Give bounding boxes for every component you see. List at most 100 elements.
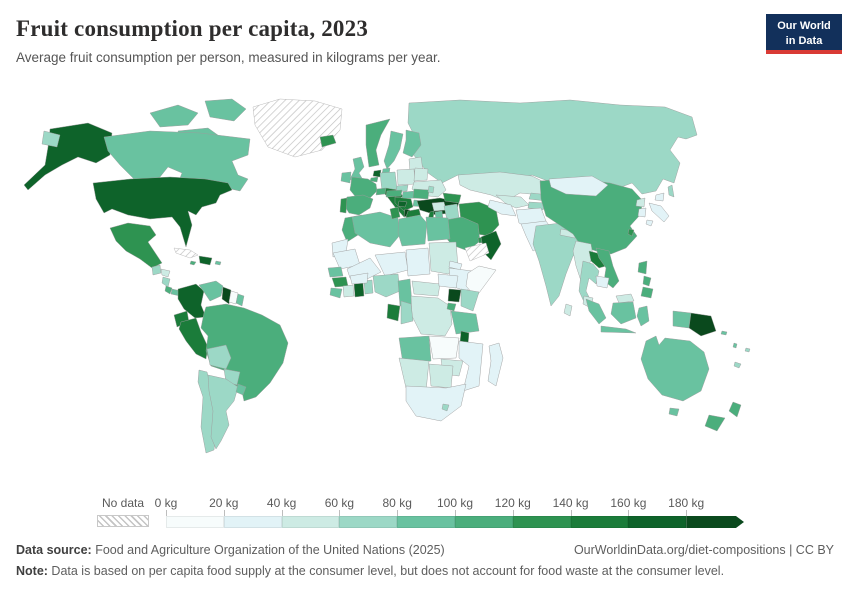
- country-germany[interactable]: [379, 171, 398, 192]
- country-canada-arctic[interactable]: [204, 98, 247, 122]
- country-indonesia-borneo[interactable]: [610, 301, 637, 325]
- country-portugal[interactable]: [339, 197, 348, 214]
- country-drc[interactable]: [410, 295, 453, 337]
- legend-no-data[interactable]: No data: [97, 496, 149, 527]
- country-finland[interactable]: [402, 129, 422, 158]
- country-suriname[interactable]: [228, 290, 239, 305]
- no-data-swatch[interactable]: [97, 515, 149, 527]
- country-vanuatu[interactable]: [732, 342, 738, 349]
- country-central-african-republic[interactable]: [411, 280, 441, 297]
- legend-segment[interactable]: [397, 516, 455, 528]
- country-chukotka[interactable]: [41, 130, 61, 148]
- country-gabon[interactable]: [386, 303, 401, 322]
- country-french-guiana[interactable]: [235, 293, 245, 307]
- country-mongolia[interactable]: [548, 175, 609, 197]
- country-kenya[interactable]: [460, 288, 480, 312]
- country-namibia[interactable]: [398, 357, 430, 392]
- country-zambia[interactable]: [428, 335, 460, 360]
- country-chad[interactable]: [405, 247, 431, 277]
- country-south-korea[interactable]: [637, 207, 647, 218]
- country-ivory-coast[interactable]: [342, 284, 355, 298]
- country-lesotho[interactable]: [441, 403, 450, 412]
- country-usa[interactable]: [92, 176, 233, 248]
- country-cameroon[interactable]: [397, 278, 413, 307]
- legend-segment[interactable]: [166, 516, 224, 528]
- country-puerto-rico[interactable]: [214, 260, 222, 266]
- country-mozambique[interactable]: [458, 340, 484, 392]
- country-japan[interactable]: [648, 202, 670, 223]
- country-costa-rica[interactable]: [164, 285, 173, 295]
- country-canada-arctic[interactable]: [149, 104, 199, 128]
- country-belgium[interactable]: [369, 176, 379, 183]
- country-iceland[interactable]: [319, 134, 337, 148]
- country-angola[interactable]: [398, 335, 432, 365]
- country-guinea[interactable]: [331, 276, 349, 288]
- legend-segment[interactable]: [628, 516, 687, 528]
- legend-segment[interactable]: [570, 516, 629, 528]
- country-new-caledonia[interactable]: [733, 361, 742, 369]
- country-egypt[interactable]: [425, 216, 451, 242]
- country-sweden[interactable]: [383, 130, 404, 170]
- country-switzerland[interactable]: [375, 187, 387, 196]
- country-somalia[interactable]: [465, 265, 497, 298]
- country-caucasus[interactable]: [442, 192, 462, 204]
- country-mexico[interactable]: [109, 222, 163, 269]
- legend-segment[interactable]: [281, 516, 340, 528]
- country-new-zealand[interactable]: [728, 401, 742, 418]
- country-indonesia-papua[interactable]: [672, 310, 692, 329]
- country-sri-lanka[interactable]: [563, 303, 573, 317]
- country-botswana[interactable]: [428, 363, 454, 389]
- country-cuba[interactable]: [173, 247, 199, 259]
- country-sakhalin[interactable]: [667, 184, 675, 198]
- country-senegal[interactable]: [327, 266, 344, 278]
- country-uzbekistan[interactable]: [495, 194, 530, 209]
- country-australia-tasmania[interactable]: [668, 407, 680, 417]
- legend-segment[interactable]: [512, 516, 571, 528]
- country-cambodia[interactable]: [595, 275, 610, 289]
- country-austria[interactable]: [385, 189, 403, 198]
- country-iraq[interactable]: [443, 203, 460, 221]
- country-alaska[interactable]: [23, 122, 113, 191]
- country-hispaniola[interactable]: [198, 255, 213, 266]
- country-australia[interactable]: [640, 335, 710, 402]
- country-indonesia-sumatra[interactable]: [585, 298, 607, 325]
- country-tanzania[interactable]: [450, 310, 480, 335]
- country-togo-benin[interactable]: [363, 279, 374, 295]
- country-norway[interactable]: [365, 118, 391, 168]
- country-congo[interactable]: [400, 300, 414, 325]
- country-philippines[interactable]: [637, 260, 648, 275]
- country-russia[interactable]: [407, 99, 698, 195]
- country-sierra-leone[interactable]: [329, 287, 343, 299]
- country-indonesia-sulawesi[interactable]: [636, 305, 650, 327]
- country-yemen[interactable]: [464, 242, 490, 262]
- country-moldova[interactable]: [427, 185, 435, 194]
- country-kazakhstan[interactable]: [457, 171, 547, 202]
- country-france[interactable]: [349, 176, 378, 202]
- legend-segment[interactable]: [339, 516, 398, 528]
- country-thailand[interactable]: [578, 260, 600, 305]
- country-jamaica[interactable]: [189, 260, 197, 266]
- country-guyana[interactable]: [221, 286, 232, 305]
- country-uruguay[interactable]: [235, 383, 247, 396]
- country-brazil[interactable]: [200, 303, 289, 402]
- country-algeria[interactable]: [351, 211, 401, 248]
- country-netherlands[interactable]: [372, 169, 382, 178]
- country-romania[interactable]: [412, 188, 430, 200]
- country-papua-new-guinea[interactable]: [688, 312, 717, 337]
- country-nicaragua[interactable]: [161, 276, 171, 288]
- country-peru[interactable]: [178, 317, 209, 360]
- country-spain[interactable]: [343, 194, 374, 216]
- country-bolivia[interactable]: [206, 344, 232, 370]
- legend-segment[interactable]: [454, 516, 513, 528]
- country-new-zealand[interactable]: [704, 414, 726, 432]
- country-uganda[interactable]: [447, 288, 462, 303]
- country-madagascar[interactable]: [487, 342, 504, 387]
- country-ghana[interactable]: [353, 282, 365, 298]
- country-argentina[interactable]: [207, 374, 239, 450]
- country-honduras[interactable]: [160, 268, 171, 278]
- legend-segment[interactable]: [686, 516, 744, 528]
- country-ireland[interactable]: [340, 171, 352, 184]
- country-malaysia-borneo[interactable]: [615, 293, 635, 304]
- country-belarus[interactable]: [413, 167, 429, 182]
- country-poland[interactable]: [396, 168, 416, 186]
